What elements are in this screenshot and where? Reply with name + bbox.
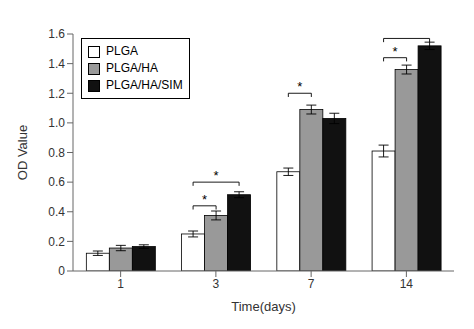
- svg-text:1.4: 1.4: [48, 57, 65, 71]
- svg-text:*: *: [404, 34, 409, 39]
- svg-text:*: *: [393, 44, 398, 59]
- svg-text:0.2: 0.2: [48, 235, 65, 249]
- svg-text:0.6: 0.6: [48, 175, 65, 189]
- svg-text:7: 7: [308, 277, 315, 291]
- html-text:PLGA: PLGA: [106, 44, 138, 58]
- svg-text:14: 14: [400, 277, 414, 291]
- svg-text:1.2: 1.2: [48, 87, 65, 101]
- html-text:PLGA/HA: PLGA/HA: [106, 61, 158, 75]
- svg-text:0: 0: [58, 264, 65, 278]
- svg-text:OD Value: OD Value: [15, 125, 30, 180]
- svg-text:0.8: 0.8: [48, 146, 65, 160]
- svg-text:1: 1: [117, 277, 124, 291]
- svg-text:0.4: 0.4: [48, 205, 65, 219]
- svg-text:*: *: [202, 192, 207, 207]
- svg-text:3: 3: [213, 277, 220, 291]
- svg-text:1.0: 1.0: [48, 116, 65, 130]
- svg-text:*: *: [297, 79, 302, 94]
- svg-text:*: *: [214, 168, 219, 183]
- svg-text:1.6: 1.6: [48, 27, 65, 41]
- svg-text:Time(days): Time(days): [231, 299, 296, 314]
- html-text:PLGA/HA/SIM: PLGA/HA/SIM: [106, 78, 183, 92]
